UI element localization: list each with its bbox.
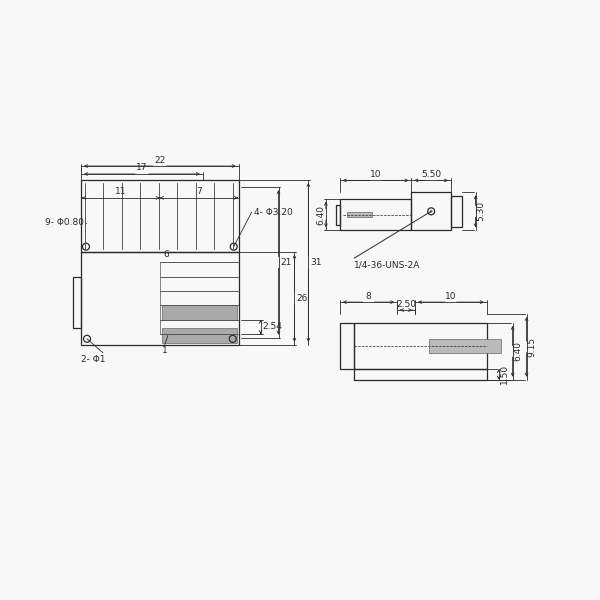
Bar: [354, 323, 487, 369]
Bar: [412, 193, 451, 230]
Text: 4- Φ3.20: 4- Φ3.20: [254, 208, 292, 217]
Text: 11: 11: [115, 187, 127, 196]
Text: 26: 26: [296, 294, 308, 303]
Text: 22: 22: [154, 155, 166, 164]
Text: 2.54: 2.54: [263, 322, 283, 331]
Text: 6.40: 6.40: [316, 205, 325, 224]
Text: 1/4-36-UNS-2A: 1/4-36-UNS-2A: [354, 260, 421, 269]
Bar: [430, 339, 501, 353]
Text: 7: 7: [196, 187, 202, 196]
Bar: [81, 180, 239, 251]
Bar: [340, 199, 412, 230]
Bar: [336, 205, 340, 224]
Circle shape: [430, 210, 433, 212]
Text: 10: 10: [370, 170, 382, 179]
Bar: [73, 277, 81, 328]
Text: 2- Φ1: 2- Φ1: [81, 355, 106, 364]
Text: 8: 8: [365, 292, 371, 301]
Bar: [354, 369, 487, 380]
Bar: [81, 251, 239, 345]
Bar: [347, 212, 372, 217]
Bar: [162, 328, 236, 343]
Text: 1.50: 1.50: [500, 364, 509, 385]
Text: 10: 10: [445, 292, 457, 301]
Text: 2.50: 2.50: [396, 299, 416, 308]
Text: 9.15: 9.15: [527, 337, 536, 357]
Text: 9- Φ0.80: 9- Φ0.80: [45, 218, 84, 227]
Bar: [451, 196, 461, 227]
Bar: [162, 305, 236, 320]
Text: 6: 6: [164, 250, 170, 259]
Text: 21: 21: [280, 258, 292, 267]
Text: 17: 17: [136, 163, 148, 172]
Text: 5.50: 5.50: [421, 170, 441, 179]
Bar: [340, 323, 354, 369]
Text: 6.40: 6.40: [514, 341, 523, 361]
Text: 5.30: 5.30: [476, 201, 485, 221]
Text: 1: 1: [162, 346, 167, 355]
Text: 31: 31: [310, 258, 322, 267]
